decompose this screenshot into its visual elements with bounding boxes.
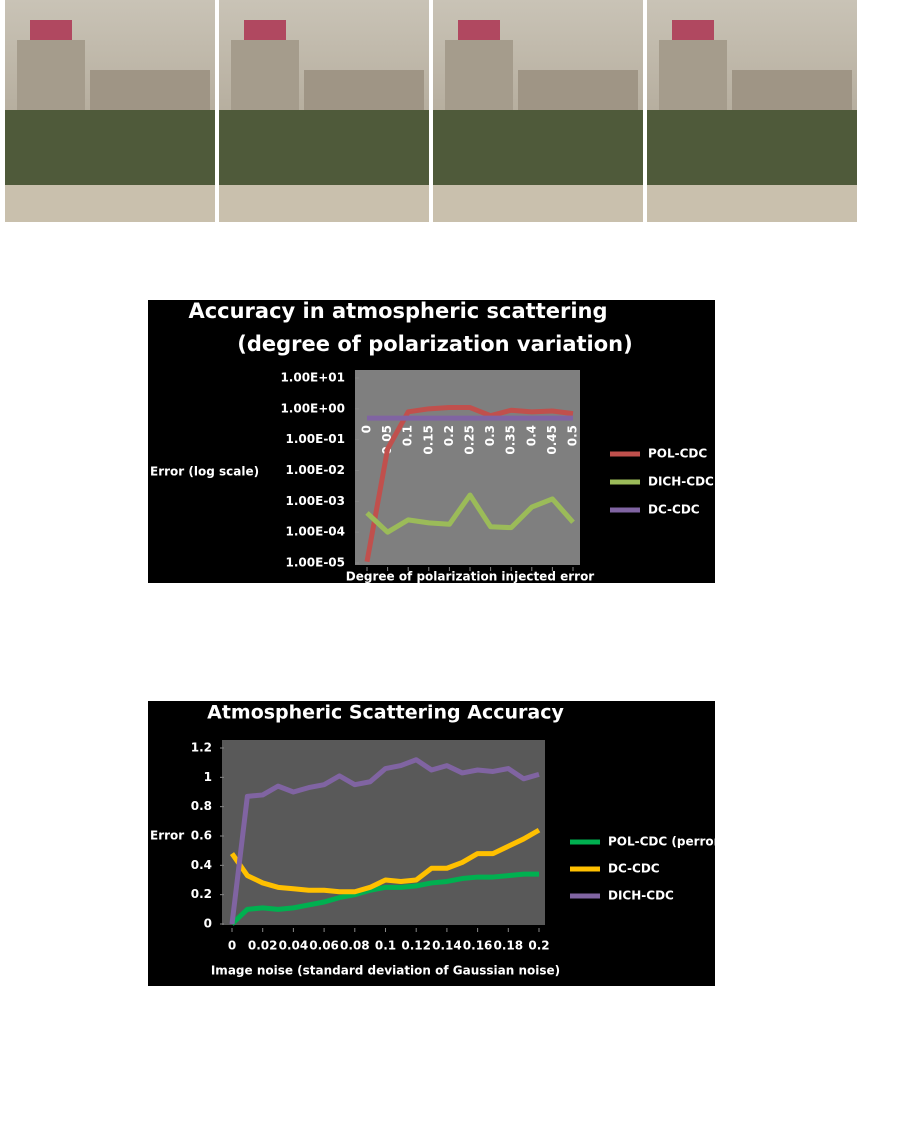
y-tick-label: 1.00E-01	[286, 432, 345, 446]
x-tick-label: 0.16	[463, 939, 493, 953]
x-tick-label: 0.15	[421, 425, 435, 455]
photo-strip	[5, 0, 857, 222]
x-axis-label: Degree of polarization injected error	[346, 570, 595, 584]
data-line	[229, 827, 541, 895]
y-tick-label: 1.00E-02	[286, 463, 345, 477]
x-tick-label: 0.5	[566, 425, 580, 446]
y-tick-label: 1	[204, 770, 212, 784]
photo	[5, 0, 215, 222]
x-tick-label: 0	[228, 939, 236, 953]
data-line	[364, 405, 574, 563]
legend-label: POL-CDC (perror=0)	[608, 835, 743, 849]
legend-label: DICH-CDC	[648, 475, 714, 489]
y-tick-label: 0.8	[191, 799, 212, 813]
data-line	[229, 757, 540, 925]
x-tick-label: 0.02	[248, 939, 278, 953]
plot-area	[355, 370, 580, 565]
y-tick-label: 1.00E-03	[286, 494, 345, 508]
y-tick-label: 0	[204, 917, 212, 931]
x-tick-label: 0.06	[309, 939, 339, 953]
y-tick-label: 0.4	[191, 858, 212, 872]
x-tick-label: 0.45	[545, 425, 559, 455]
x-tick-label: 0.35	[504, 425, 518, 455]
legend-label: POL-CDC	[648, 447, 707, 461]
photo	[433, 0, 643, 222]
x-tick-label: 0.3	[483, 425, 497, 446]
data-line	[230, 871, 539, 926]
x-tick-label: 0.2	[528, 939, 549, 953]
y-tick-label: 0.6	[191, 829, 212, 843]
photo	[647, 0, 857, 222]
x-tick-label: 0.04	[279, 939, 309, 953]
x-tick-label: 0.18	[493, 939, 523, 953]
x-tick-label: 0.14	[432, 939, 462, 953]
legend-label: DC-CDC	[608, 862, 660, 876]
y-tick-label: 1.00E+01	[280, 371, 345, 385]
chart-title: Atmospheric Scattering Accuracy	[207, 702, 564, 724]
x-tick-label: 0.4	[524, 425, 538, 446]
data-line	[365, 492, 575, 535]
x-tick-label: 0.1	[375, 939, 396, 953]
x-axis-label: Image noise (standard deviation of Gauss…	[211, 964, 560, 978]
y-tick-label: 1.00E-04	[286, 525, 345, 539]
legend-label: DC-CDC	[648, 503, 700, 517]
y-tick-label: 0.2	[191, 887, 212, 901]
x-tick-label: 0.12	[401, 939, 431, 953]
y-tick-label: 1.2	[191, 741, 212, 755]
y-tick-label: 1.00E-05	[286, 556, 345, 570]
y-axis-label: Error (log scale)	[150, 465, 259, 479]
y-tick-label: 1.00E+00	[280, 401, 345, 415]
chart-title: (degree of polarization variation)	[237, 332, 632, 356]
chart-title: Accuracy in atmospheric scattering	[188, 299, 607, 323]
x-tick-label: 0.08	[340, 939, 370, 953]
y-axis-label: Error	[150, 829, 184, 843]
x-tick-label: 0	[360, 425, 374, 433]
x-tick-label: 0.25	[463, 425, 477, 455]
x-tick-label: 0.1	[401, 425, 415, 446]
photo	[219, 0, 429, 222]
legend-label: DICH-CDC	[608, 889, 674, 903]
x-tick-label: 0.2	[442, 425, 456, 446]
